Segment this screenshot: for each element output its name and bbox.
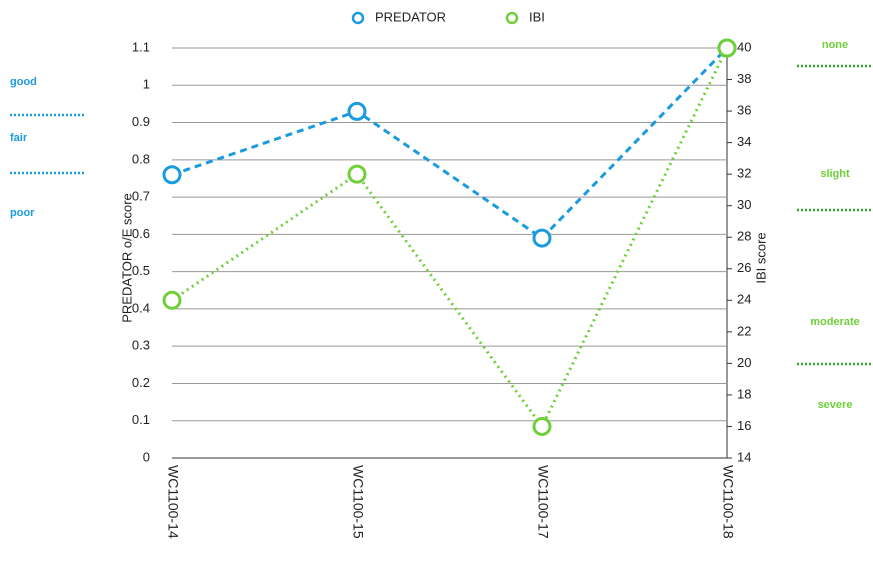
- y2-tick-label: 18: [737, 386, 751, 401]
- y-tick-label: 0.2: [132, 375, 150, 390]
- series-line: [171, 46, 729, 241]
- data-point: [532, 228, 552, 248]
- series-line: [171, 47, 729, 430]
- y2-tick-label: 20: [737, 355, 751, 370]
- annotation: severe: [818, 399, 853, 411]
- y2-tick-label: 28: [737, 229, 751, 244]
- x-tick-label: WC1100-14: [165, 465, 181, 539]
- legend-marker: [505, 11, 519, 25]
- legend-label: IBI: [529, 9, 545, 24]
- y2-tick-label: 40: [737, 39, 751, 54]
- data-point: [162, 290, 182, 310]
- y2-axis-label: IBI score: [753, 232, 768, 283]
- y-tick-label: 0.9: [132, 114, 150, 129]
- y2-tick-label: 14: [737, 449, 751, 464]
- y-tick-label: 0: [143, 449, 150, 464]
- y-tick-label: 0.1: [132, 412, 150, 427]
- y-tick-label: 1: [143, 77, 150, 92]
- y2-tick-label: 32: [737, 166, 751, 181]
- y2-tick-label: 34: [737, 134, 751, 149]
- y2-tick-label: 38: [737, 71, 751, 86]
- data-point: [162, 165, 182, 185]
- data-point: [347, 101, 367, 121]
- y2-tick-label: 26: [737, 260, 751, 275]
- x-tick-label: WC1100-15: [350, 465, 366, 539]
- y-tick-label: 0.7: [132, 189, 150, 204]
- data-point: [532, 416, 552, 436]
- y-axis-label: PREDATOR o/E score: [119, 193, 134, 323]
- y-tick-label: 0.5: [132, 263, 150, 278]
- legend-label: PREDATOR: [375, 9, 446, 24]
- y2-tick-label: 24: [737, 292, 751, 307]
- data-point: [717, 38, 737, 58]
- annotation: moderate: [810, 316, 860, 328]
- legend-marker: [351, 11, 365, 25]
- annotation: poor: [10, 207, 35, 219]
- annotation: fair: [10, 132, 28, 144]
- y2-tick-label: 22: [737, 323, 751, 338]
- y-tick-label: 1.1: [132, 39, 150, 54]
- x-tick-label: WC1100-17: [535, 465, 551, 539]
- data-point: [347, 164, 367, 184]
- x-tick-label: WC1100-18: [720, 465, 736, 539]
- y-tick-label: 0.3: [132, 338, 150, 353]
- y-tick-label: 0.8: [132, 151, 150, 166]
- y-tick-label: 0.4: [132, 300, 150, 315]
- y2-tick-label: 16: [737, 418, 751, 433]
- y2-tick-label: 36: [737, 103, 751, 118]
- annotation: slight: [820, 168, 850, 180]
- y2-tick-label: 30: [737, 197, 751, 212]
- y-tick-label: 0.6: [132, 226, 150, 241]
- annotation: good: [10, 76, 37, 88]
- annotation: none: [822, 39, 848, 51]
